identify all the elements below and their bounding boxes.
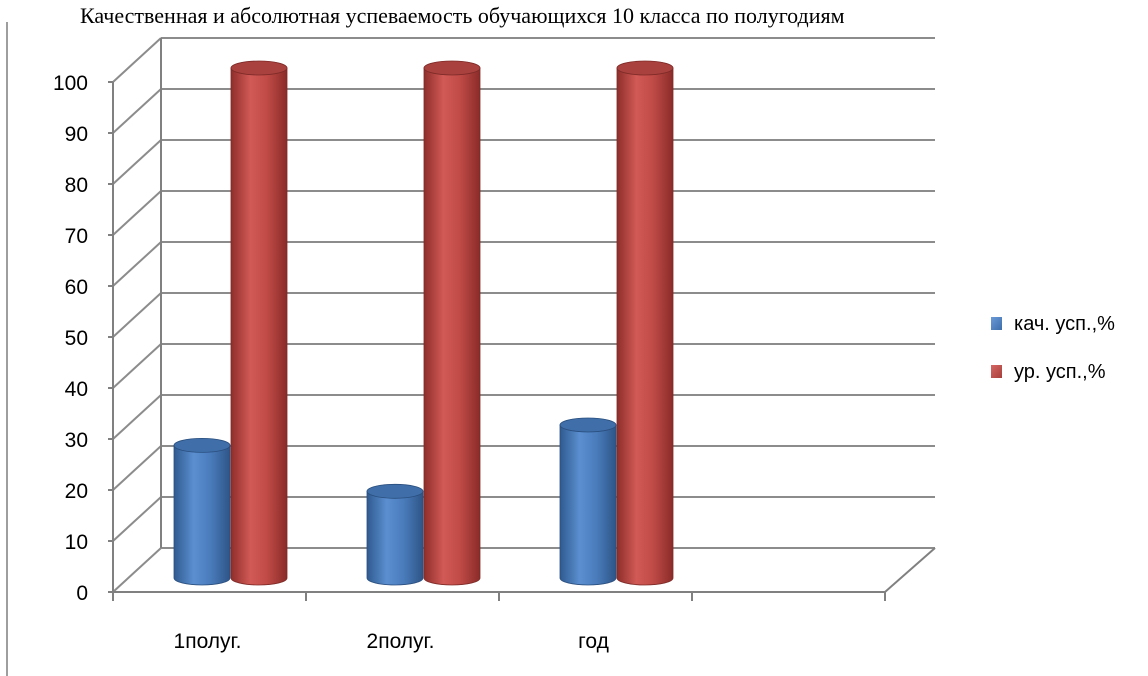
axes [108, 38, 936, 601]
gridline-side [112, 445, 162, 491]
gridline-side [112, 496, 162, 542]
y-tick-label: 30 [65, 429, 88, 452]
bars [173, 60, 674, 586]
legend-swatch-red [991, 365, 1002, 378]
x-category-label: 2полуг. [367, 630, 435, 653]
y-tick-label: 70 [65, 225, 88, 248]
bar-body [366, 490, 424, 586]
legend-label-series2: ур. усп.,% [1014, 361, 1106, 383]
y-tick-label: 60 [65, 276, 88, 299]
gridlines [112, 37, 935, 593]
y-tick-label: 20 [65, 480, 88, 503]
bar-top [366, 483, 424, 499]
y-tick-label: 100 [53, 72, 88, 95]
bar-quality-1 [366, 483, 424, 586]
y-tick-label: 50 [65, 327, 88, 350]
x-category-labels: 1полуг. 2полуг. год [174, 630, 609, 653]
bar-top [423, 60, 481, 76]
chart-title: Качественная и абсолютная успеваемость о… [80, 3, 845, 28]
y-tick-label: 10 [65, 531, 88, 554]
bar-body [559, 424, 617, 586]
legend: кач. усп.,% ур. усп.,% [991, 313, 1115, 383]
bar-body [616, 67, 674, 586]
bar-top [173, 437, 231, 453]
bar-quality-2 [559, 417, 617, 586]
gridline-side [112, 292, 162, 338]
bar-top [616, 60, 674, 76]
legend-label-series1: кач. усп.,% [1014, 313, 1115, 335]
legend-swatch-blue [991, 317, 1002, 330]
bar-top [559, 417, 617, 433]
gridline-side [112, 37, 162, 83]
x-category-label: 1полуг. [174, 630, 242, 653]
bar-top [230, 60, 288, 76]
bar-absolute-1 [423, 60, 481, 586]
gridline-side [112, 547, 162, 593]
bar-body [173, 445, 231, 586]
bar-absolute-0 [230, 60, 288, 586]
gridline-side [112, 241, 162, 287]
gridline-side [112, 394, 162, 440]
gridline-side [112, 343, 162, 389]
y-tick-labels: 0 10 20 30 40 50 60 70 80 90 100 [53, 72, 88, 605]
bar-quality-0 [173, 437, 231, 586]
legend-item-series2: ур. усп.,% [991, 361, 1106, 383]
bar-absolute-2 [616, 60, 674, 586]
bar-body [423, 67, 481, 586]
x-category-label: год [578, 630, 609, 653]
legend-item-series1: кач. усп.,% [991, 313, 1115, 335]
gridline-side [112, 190, 162, 236]
floor-edge-right [884, 547, 936, 593]
y-tick-label: 90 [65, 123, 88, 146]
gridline-side [112, 88, 162, 134]
y-tick-label: 0 [76, 582, 88, 605]
y-tick-label: 80 [65, 174, 88, 197]
bar-body [230, 67, 288, 586]
y-tick-label: 40 [65, 378, 88, 401]
gridline-side [112, 139, 162, 185]
